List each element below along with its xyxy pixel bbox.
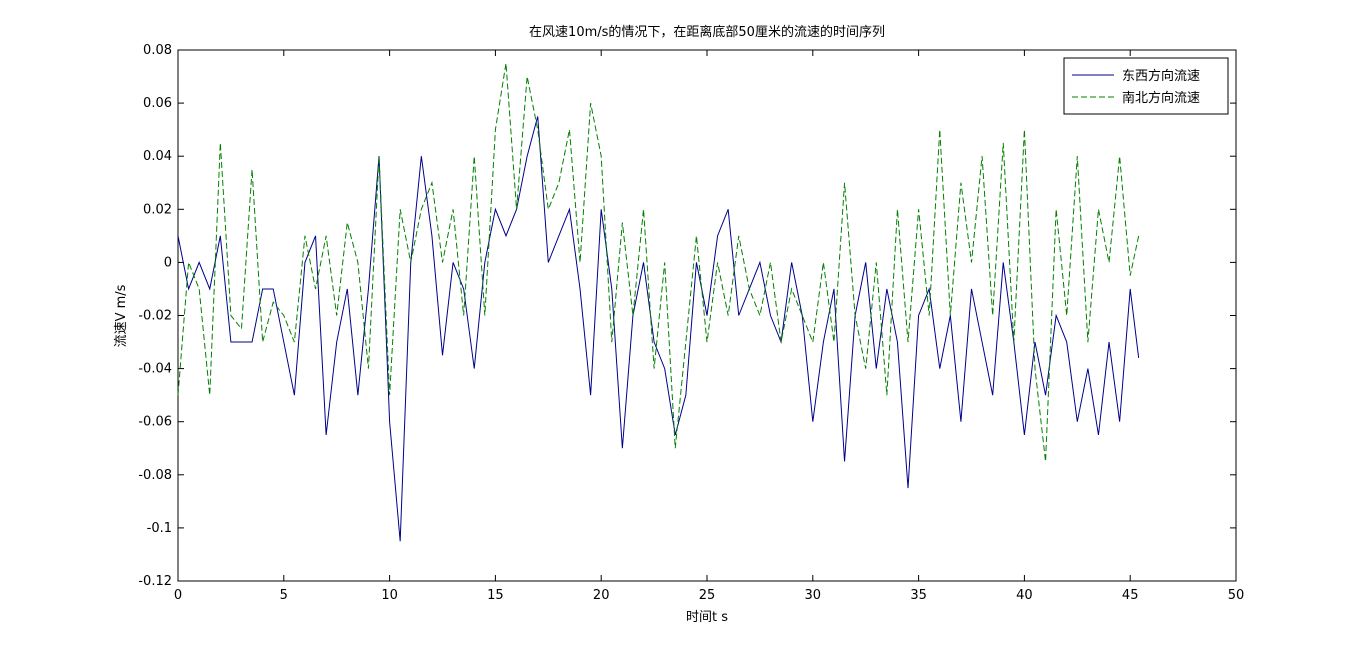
x-tick-label: 0 — [174, 588, 182, 603]
y-tick-label: -0.02 — [138, 309, 172, 324]
y-tick-label: -0.06 — [138, 415, 172, 430]
y-tick-label: 0 — [164, 255, 172, 270]
x-tick-label: 50 — [1228, 588, 1245, 603]
y-axis-label: 流速V m/s — [114, 284, 129, 347]
series-line — [177, 63, 1140, 462]
x-tick-label: 30 — [805, 588, 822, 603]
x-tick-label: 15 — [487, 588, 504, 603]
y-tick-label: 0.08 — [143, 43, 172, 58]
x-axis-label: 时间t s — [686, 610, 728, 625]
legend-label: 东西方向流速 — [1122, 68, 1200, 84]
y-tick-label: 0.02 — [143, 202, 172, 217]
legend-box — [1063, 57, 1229, 115]
y-tick-label: 0.04 — [143, 149, 172, 164]
y-tick-label: -0.08 — [138, 468, 172, 483]
x-tick-label: 5 — [280, 588, 288, 603]
y-tick-label: -0.1 — [147, 521, 172, 536]
x-tick-label: 10 — [381, 588, 398, 603]
x-tick-label: 45 — [1122, 588, 1139, 603]
y-tick-label: 0.06 — [143, 96, 172, 111]
x-tick-label: 35 — [910, 588, 927, 603]
series-line — [177, 116, 1140, 542]
y-tick-label: -0.04 — [138, 362, 172, 377]
x-tick-label: 40 — [1016, 588, 1033, 603]
legend-label: 南北方向流速 — [1122, 90, 1200, 106]
x-tick-label: 25 — [699, 588, 716, 603]
x-tick-label: 20 — [593, 588, 610, 603]
y-tick-label: -0.12 — [138, 574, 172, 589]
chart-title: 在风速10m/s的情况下，在距离底部50厘米的流速的时间序列 — [529, 24, 885, 40]
